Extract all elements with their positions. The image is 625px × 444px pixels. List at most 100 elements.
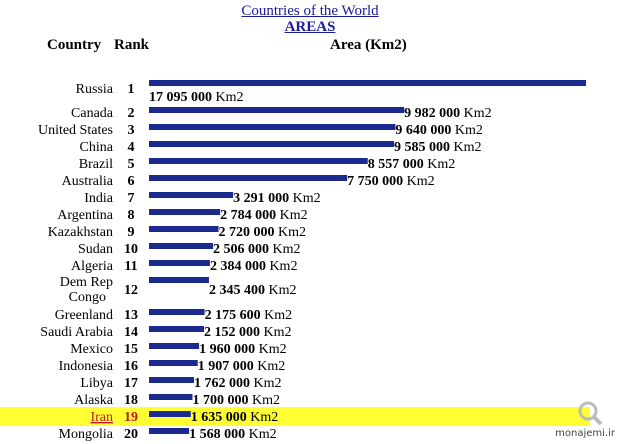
bar-row: Argentina 8 2 784 000 Km2 [57, 208, 307, 223]
bar-row: Brazil 5 8 557 000 Km2 [79, 157, 455, 172]
rank-label: 3 [128, 123, 135, 138]
bar [149, 226, 219, 232]
country-label: Argentina [57, 208, 114, 223]
rank-label: 16 [124, 359, 138, 374]
bar [149, 326, 205, 332]
rank-label: 15 [124, 342, 138, 357]
bar [149, 277, 209, 283]
country-label: Mongolia [59, 427, 114, 442]
country-label: Australia [62, 174, 114, 189]
country-label: China [80, 140, 114, 155]
rank-label: 9 [128, 225, 135, 240]
watermark: monajemi.ir [555, 428, 615, 439]
rank-label: 19 [124, 410, 138, 425]
value-label: 9 585 000 Km2 [394, 140, 482, 155]
page-title[interactable]: Countries of the World [241, 3, 379, 19]
bar-row: Indonesia 16 1 907 000 Km2 [59, 359, 286, 374]
bar-row: Sudan 10 2 506 000 Km2 [78, 242, 301, 257]
bar-row: Kazakhstan 9 2 720 000 Km2 [48, 225, 306, 240]
bar [149, 428, 190, 434]
bar-row: Mexico 15 1 960 000 Km2 [70, 342, 286, 357]
value-label: 2 720 000 Km2 [219, 225, 306, 240]
country-column-header: Country [47, 37, 102, 53]
bar [149, 411, 191, 417]
value-label: 2 784 000 Km2 [220, 208, 308, 223]
rank-label: 8 [128, 208, 135, 223]
bar [149, 243, 214, 249]
value-label: 1 635 000 Km2 [191, 410, 278, 425]
rank-label: 7 [128, 191, 135, 206]
bar-row: Libya 17 1 762 000 Km2 [80, 376, 281, 391]
rank-column-header: Rank [114, 37, 150, 53]
bar-row: India 7 3 291 000 Km2 [84, 191, 320, 206]
value-label: 1 907 000 Km2 [198, 359, 286, 374]
bar-row: United States 3 9 640 000 Km2 [38, 123, 483, 138]
bar-row: Canada 2 9 982 000 Km2 [71, 106, 492, 121]
value-label: 2 345 400 Km2 [209, 283, 297, 298]
value-label: 1 960 000 Km2 [199, 342, 287, 357]
bar [149, 124, 396, 130]
bar [149, 377, 195, 383]
country-label: Alaska [74, 393, 114, 408]
bar-row: Alaska 18 1 700 000 Km2 [74, 393, 280, 408]
bar [149, 175, 348, 181]
rank-label: 11 [124, 259, 137, 274]
country-label: Sudan [78, 242, 113, 257]
rank-label: 12 [124, 283, 138, 298]
country-label: Algeria [71, 259, 114, 274]
magnifier-icon [578, 401, 603, 426]
rank-label: 14 [124, 325, 138, 340]
bar-row: Iran 19 1 635 000 Km2 [0, 407, 590, 426]
country-label: United States [38, 123, 113, 138]
bar-row: Algeria 11 2 384 000 Km2 [71, 259, 297, 274]
rank-label: 13 [124, 308, 138, 323]
value-label: 8 557 000 Km2 [368, 157, 456, 172]
country-label: Brazil [79, 157, 113, 172]
country-label: Russia [76, 82, 114, 97]
country-label: Mexico [70, 342, 113, 357]
rank-label: 10 [124, 242, 138, 257]
rank-label: 2 [128, 106, 135, 121]
value-label: 1 568 000 Km2 [189, 427, 277, 442]
highlight-band [0, 407, 590, 426]
bar-row: China 4 9 585 000 Km2 [80, 140, 482, 155]
page-subtitle[interactable]: AREAS [284, 19, 336, 35]
value-label: 1 700 000 Km2 [192, 393, 280, 408]
value-label: 2 506 000 Km2 [213, 242, 301, 257]
bar-row: Greenland 13 2 175 600 Km2 [55, 308, 292, 323]
bar [149, 141, 395, 147]
bar [149, 309, 205, 315]
bar [149, 158, 368, 164]
rank-label: 4 [128, 140, 135, 155]
rank-label: 5 [128, 157, 135, 172]
country-label: India [84, 191, 114, 206]
value-label: 3 291 000 Km2 [233, 191, 321, 206]
value-label: 17 095 000 Km2 [149, 90, 244, 105]
bar [149, 343, 200, 349]
value-label: 9 982 000 Km2 [404, 106, 492, 121]
country-label: Greenland [55, 308, 113, 323]
value-label: 2 175 600 Km2 [205, 308, 293, 323]
bar [149, 107, 405, 113]
value-label: 9 640 000 Km2 [395, 123, 483, 138]
country-label: Canada [71, 106, 114, 121]
bar [149, 209, 221, 215]
value-label: 7 750 000 Km2 [347, 174, 435, 189]
area-column-header: Area (Km2) [330, 37, 407, 53]
bar-row: Australia 6 7 750 000 Km2 [62, 174, 435, 189]
value-label: 2 384 000 Km2 [210, 259, 298, 274]
rank-label: 1 [128, 82, 135, 97]
bar [149, 360, 198, 366]
rank-label: 17 [124, 376, 138, 391]
country-label: Saudi Arabia [40, 325, 113, 340]
country-label[interactable]: Iran [90, 410, 113, 425]
bar [149, 394, 193, 400]
country-label: Congo [69, 290, 106, 305]
rank-label: 20 [124, 427, 138, 442]
country-label: Dem Rep [60, 275, 113, 290]
rank-label: 6 [128, 174, 135, 189]
bar-row: Saudi Arabia 14 2 152 000 Km2 [40, 325, 291, 340]
bar [149, 192, 234, 198]
